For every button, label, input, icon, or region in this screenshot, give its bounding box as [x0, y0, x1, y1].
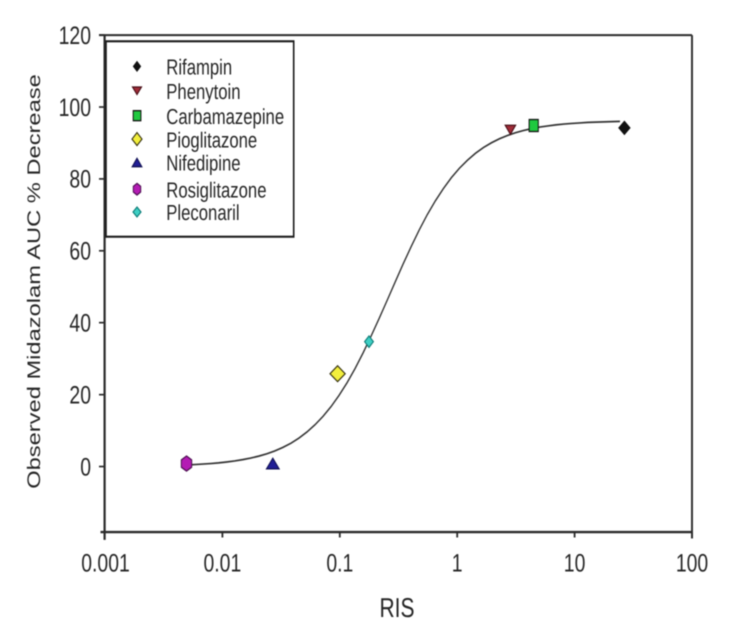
- svg-text:Carbamazepine: Carbamazepine: [166, 104, 284, 129]
- svg-text:Rosiglitazone: Rosiglitazone: [166, 178, 266, 203]
- svg-text:40: 40: [69, 309, 91, 338]
- svg-text:Observed Midazolam AUC % Decre: Observed Midazolam AUC % Decrease: [24, 74, 44, 489]
- svg-text:80: 80: [69, 166, 91, 195]
- svg-text:100: 100: [676, 549, 709, 578]
- svg-text:Phenytoin: Phenytoin: [166, 79, 240, 104]
- svg-text:0.001: 0.001: [81, 549, 130, 578]
- svg-text:Pleconaril: Pleconaril: [166, 201, 239, 226]
- svg-text:1: 1: [452, 549, 463, 578]
- svg-text:Rifampin: Rifampin: [166, 55, 232, 80]
- svg-text:RIS: RIS: [379, 593, 414, 623]
- svg-text:20: 20: [69, 381, 91, 410]
- svg-text:Nifedipine: Nifedipine: [166, 151, 240, 176]
- svg-text:100: 100: [59, 94, 92, 123]
- svg-text:0: 0: [80, 453, 91, 482]
- svg-text:120: 120: [59, 22, 92, 51]
- svg-text:Pioglitazone: Pioglitazone: [166, 128, 257, 153]
- svg-text:0.01: 0.01: [204, 549, 242, 578]
- svg-text:60: 60: [69, 237, 91, 266]
- svg-text:10: 10: [564, 549, 586, 578]
- svg-text:0.1: 0.1: [326, 549, 353, 578]
